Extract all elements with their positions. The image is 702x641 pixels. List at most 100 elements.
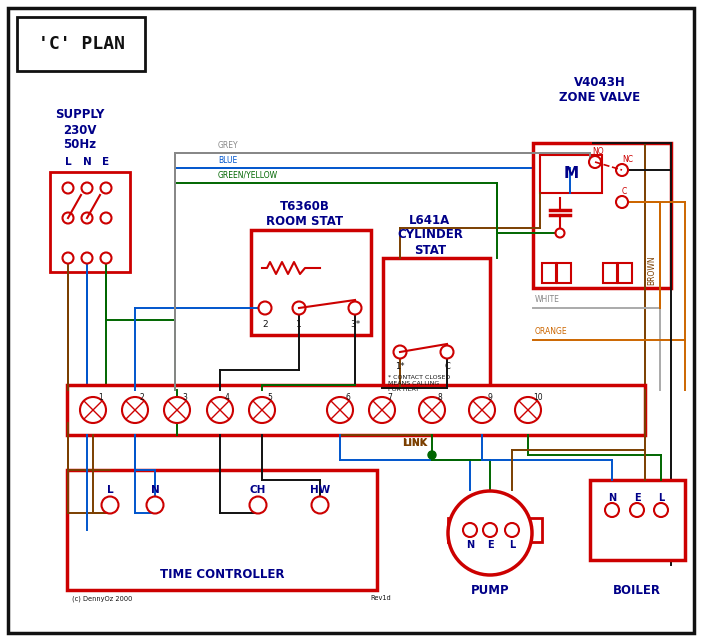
- Text: 3*: 3*: [350, 320, 360, 329]
- Text: E: E: [486, 540, 494, 550]
- Circle shape: [616, 196, 628, 208]
- FancyBboxPatch shape: [67, 470, 377, 590]
- FancyBboxPatch shape: [557, 263, 571, 283]
- Text: 1: 1: [98, 392, 102, 401]
- Text: 9: 9: [487, 392, 492, 401]
- Circle shape: [293, 301, 305, 315]
- Text: PUMP: PUMP: [470, 583, 510, 597]
- Text: GREY: GREY: [218, 141, 239, 150]
- Circle shape: [419, 397, 445, 423]
- FancyBboxPatch shape: [67, 385, 645, 435]
- Circle shape: [428, 451, 436, 459]
- Text: WHITE: WHITE: [535, 295, 560, 304]
- Circle shape: [100, 213, 112, 224]
- Text: 4: 4: [225, 392, 230, 401]
- Text: (c) DennyOz 2000: (c) DennyOz 2000: [72, 595, 133, 601]
- Circle shape: [448, 491, 532, 575]
- Circle shape: [62, 253, 74, 263]
- Text: T6360B
ROOM STAT: T6360B ROOM STAT: [267, 200, 343, 228]
- Text: 10: 10: [533, 392, 543, 401]
- Circle shape: [164, 397, 190, 423]
- Circle shape: [102, 497, 119, 513]
- Circle shape: [369, 397, 395, 423]
- Text: L: L: [658, 493, 664, 503]
- Circle shape: [147, 497, 164, 513]
- Circle shape: [630, 503, 644, 517]
- Circle shape: [100, 183, 112, 194]
- FancyBboxPatch shape: [542, 263, 556, 283]
- Text: E: E: [634, 493, 640, 503]
- Circle shape: [62, 183, 74, 194]
- Text: 7: 7: [387, 392, 392, 401]
- Text: 5: 5: [267, 392, 272, 401]
- Circle shape: [505, 523, 519, 537]
- Text: 'C' PLAN: 'C' PLAN: [37, 35, 124, 53]
- Text: 2: 2: [262, 320, 267, 329]
- Circle shape: [258, 301, 272, 315]
- FancyBboxPatch shape: [50, 172, 130, 272]
- Text: ORANGE: ORANGE: [535, 327, 568, 336]
- Text: L: L: [65, 157, 72, 167]
- Text: GREEN/YELLOW: GREEN/YELLOW: [218, 171, 278, 180]
- Circle shape: [249, 397, 275, 423]
- Text: 1*: 1*: [395, 362, 405, 371]
- Circle shape: [440, 345, 453, 358]
- FancyBboxPatch shape: [590, 480, 685, 560]
- Circle shape: [589, 156, 601, 168]
- Text: BOILER: BOILER: [613, 583, 661, 597]
- Circle shape: [605, 503, 619, 517]
- Circle shape: [469, 397, 495, 423]
- Circle shape: [515, 397, 541, 423]
- Text: HW: HW: [310, 485, 330, 495]
- FancyBboxPatch shape: [251, 230, 371, 335]
- Text: L: L: [107, 485, 113, 495]
- Text: SUPPLY
230V
50Hz: SUPPLY 230V 50Hz: [55, 108, 105, 151]
- Circle shape: [122, 397, 148, 423]
- Text: TIME CONTROLLER: TIME CONTROLLER: [160, 569, 284, 581]
- Circle shape: [81, 213, 93, 224]
- FancyBboxPatch shape: [527, 518, 542, 542]
- Circle shape: [62, 213, 74, 224]
- Circle shape: [100, 253, 112, 263]
- Text: 1: 1: [296, 320, 302, 329]
- Circle shape: [654, 503, 668, 517]
- Circle shape: [327, 397, 353, 423]
- Circle shape: [249, 497, 267, 513]
- Text: 2: 2: [140, 392, 145, 401]
- Text: L641A
CYLINDER
STAT: L641A CYLINDER STAT: [397, 213, 463, 256]
- Text: V4043H
ZONE VALVE: V4043H ZONE VALVE: [559, 76, 640, 104]
- Circle shape: [80, 397, 106, 423]
- FancyBboxPatch shape: [533, 143, 671, 288]
- Circle shape: [207, 397, 233, 423]
- FancyBboxPatch shape: [383, 258, 490, 388]
- Text: E: E: [102, 157, 110, 167]
- FancyBboxPatch shape: [17, 17, 145, 71]
- Text: N: N: [608, 493, 616, 503]
- Circle shape: [555, 228, 564, 238]
- Text: 3: 3: [182, 392, 187, 401]
- Text: N: N: [83, 157, 91, 167]
- Text: C: C: [444, 362, 450, 371]
- FancyBboxPatch shape: [540, 155, 602, 193]
- Circle shape: [463, 523, 477, 537]
- Text: NC: NC: [622, 154, 633, 163]
- FancyBboxPatch shape: [603, 263, 617, 283]
- FancyBboxPatch shape: [618, 263, 632, 283]
- Text: N: N: [151, 485, 159, 495]
- FancyBboxPatch shape: [8, 8, 694, 633]
- Circle shape: [348, 301, 362, 315]
- Text: BROWN: BROWN: [647, 255, 656, 285]
- Text: L: L: [509, 540, 515, 550]
- Text: CH: CH: [250, 485, 266, 495]
- Text: M: M: [564, 167, 578, 181]
- Circle shape: [616, 164, 628, 176]
- Text: LINK: LINK: [403, 438, 427, 447]
- Circle shape: [483, 523, 497, 537]
- Text: * CONTACT CLOSED
MEANS CALLING
FOR HEAT: * CONTACT CLOSED MEANS CALLING FOR HEAT: [388, 375, 450, 392]
- Text: Rev1d: Rev1d: [370, 595, 391, 601]
- Text: 8: 8: [437, 392, 442, 401]
- Text: N: N: [466, 540, 474, 550]
- Text: BLUE: BLUE: [218, 156, 237, 165]
- Text: 6: 6: [345, 392, 350, 401]
- Text: C: C: [622, 188, 628, 197]
